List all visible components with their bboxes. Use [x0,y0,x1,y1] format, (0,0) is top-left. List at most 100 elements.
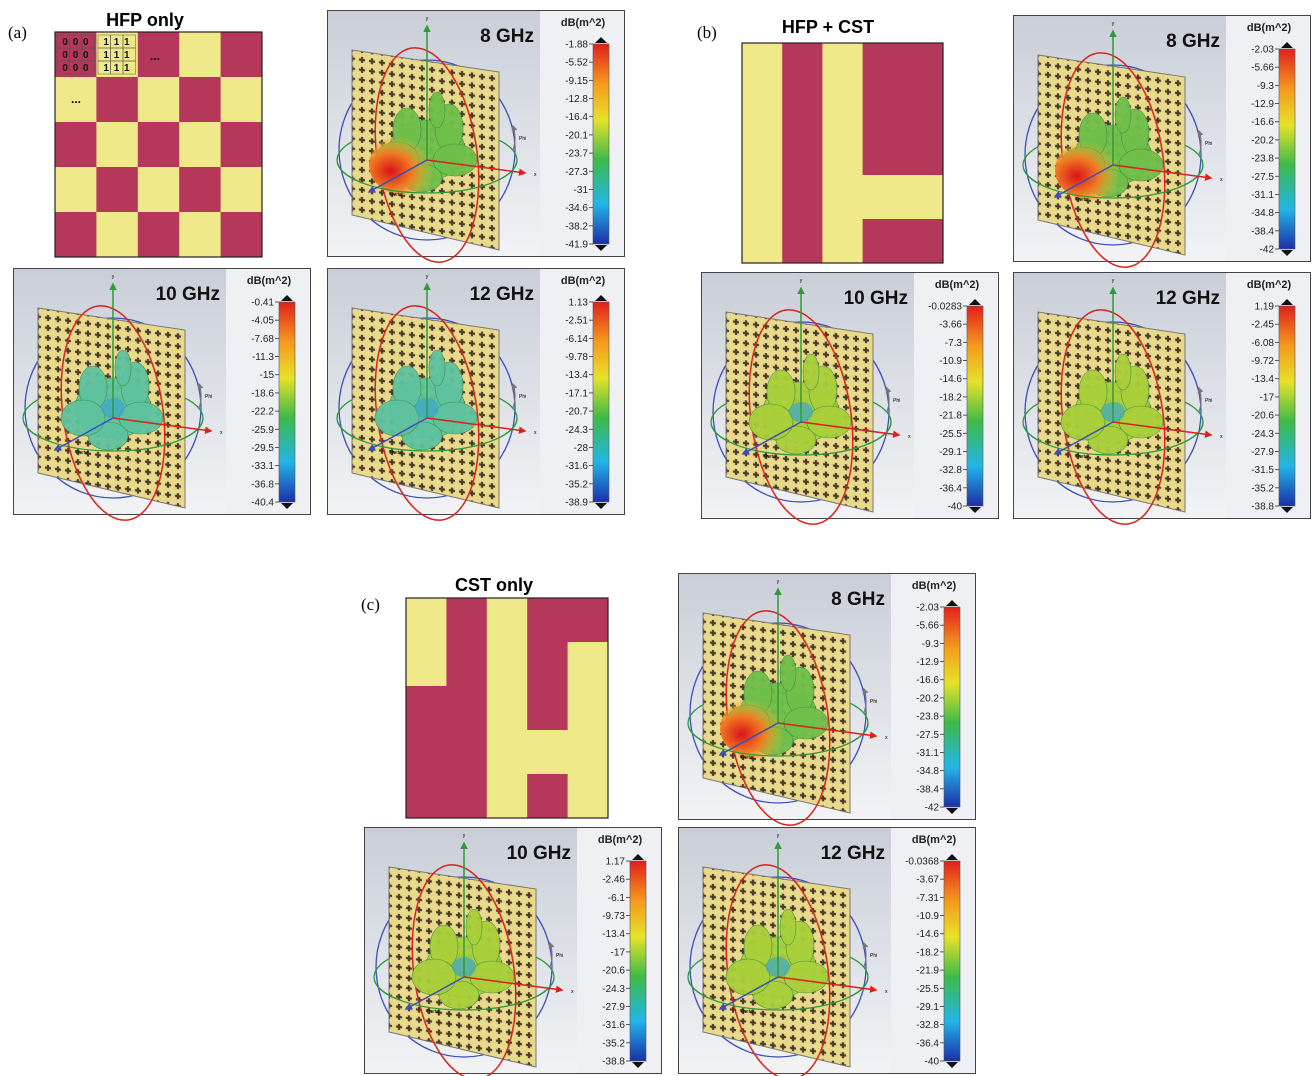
coding-cell [179,167,221,213]
colorbar-unit: dB(m^2) [561,17,606,29]
axis-label: Theta [426,1009,439,1015]
colorbar-label: -32.8 [939,465,962,476]
coding-cell [138,167,180,213]
colorbar-label: -40 [925,1057,940,1068]
colorbar-label: -9.73 [602,911,625,922]
colorbar-label: -6.08 [1251,338,1274,349]
colorbar-label: -20.1 [565,130,588,141]
colorbar-label: -20.2 [916,693,939,704]
axis-label: Phi [556,953,563,959]
colorbar-label: -24.3 [1251,429,1274,440]
colorbar-label: -22.2 [251,407,274,418]
colorbar-label: -12.9 [1251,99,1274,110]
colorbar-unit: dB(m^2) [1247,279,1292,291]
coding-cell [822,131,863,176]
colorbar-label: -14.6 [916,929,939,940]
page: (a)HFP only0 0 01 1 10 0 01 1 10 0 01 1 … [0,0,1312,1076]
panel-label: (c) [361,595,380,614]
colorbar [593,302,609,502]
colorbar-label: -32.8 [916,1020,939,1031]
colorbar-unit: dB(m^2) [247,275,292,287]
colorbar-label: -23.7 [565,149,588,160]
rcs-lobe [61,400,105,436]
ellipsis: ... [150,49,160,63]
axis-label: Theta [1075,454,1088,460]
matrix-bits: 0 0 0 [62,50,89,61]
coding-cell [863,87,904,132]
coding-cell [446,686,487,731]
colorbar-label: -36.4 [939,483,962,494]
colorbar-label: -9.3 [1257,81,1275,92]
colorbar-label: -25.5 [939,429,962,440]
colorbar-label: -42 [1260,245,1275,256]
colorbar-label: -31 [574,185,589,196]
colorbar-label: -6.1 [608,893,626,904]
coding-cell [822,43,863,88]
colorbar-label: -42 [925,803,940,814]
colorbar-label: -31.1 [916,748,939,759]
coding-cell [782,175,823,220]
colorbar-label: -20.6 [1251,411,1274,422]
colorbar-label: -38.4 [1251,226,1274,237]
colorbar-label: -34.8 [916,766,939,777]
coding-cell [863,131,904,176]
coding-cell [55,167,97,213]
rcs-lobe [1061,404,1105,440]
coding-cell [487,598,528,643]
colorbar-label: -1.88 [565,40,588,51]
colorbar-label: -25.9 [251,425,274,436]
matrix-bits: 1 1 1 [103,37,130,48]
coding-cell [138,122,180,168]
colorbar-label: -9.15 [565,76,588,87]
axis-label: Phi [519,136,526,142]
colorbar-label: -40.4 [251,498,274,509]
colorbar-label: -20.2 [1251,135,1274,146]
panel-title: CST only [455,575,533,595]
coding-cell [221,167,263,213]
coding-cell [527,774,568,819]
colorbar-label: -7.3 [945,338,963,349]
colorbar [593,44,609,244]
coding-cell [782,219,823,264]
colorbar [1279,49,1295,249]
colorbar-label: -13.4 [1251,374,1274,385]
coding-cell [446,730,487,775]
coding-cell [179,122,221,168]
frequency-label: 8 GHz [1166,31,1220,52]
colorbar-label: -18.2 [916,947,939,958]
colorbar-label: -2.45 [1251,320,1274,331]
colorbar-label: -12.9 [916,657,939,668]
colorbar-label: -5.66 [1251,63,1274,74]
coding-cell [96,122,138,168]
colorbar-label: -31.6 [602,1020,625,1031]
coding-cell [568,686,609,731]
axis-label: Theta [763,454,776,460]
coding-cell [179,32,221,78]
colorbar-label: -29.5 [251,443,274,454]
axis-label: Phi [870,699,877,705]
colorbar [630,861,646,1061]
coding-cell [742,87,783,132]
colorbar-unit: dB(m^2) [912,580,957,592]
coding-cell [903,175,944,220]
colorbar-label: -3.67 [916,875,939,886]
coding-cell [487,730,528,775]
coding-cell [406,642,447,687]
coding-cell [487,642,528,687]
colorbar-label: -13.4 [602,929,625,940]
colorbar-label: -27.9 [1251,447,1274,458]
colorbar-unit: dB(m^2) [598,834,643,846]
frequency-label: 12 GHz [470,284,534,305]
colorbar-label: -24.3 [565,425,588,436]
coding-cell [96,212,138,258]
colorbar-unit: dB(m^2) [912,834,957,846]
rcs-plot: yxPhiTheta10 GHzdB(m^2)-0.0283-3.66-7.3-… [702,273,999,531]
coding-cell [742,219,783,264]
colorbar-label: -23.8 [1251,154,1274,165]
rcs-lobe [803,354,819,390]
rcs-lobe [466,909,482,945]
coding-cell [527,730,568,775]
coding-cell [863,43,904,88]
coding-cell [863,175,904,220]
